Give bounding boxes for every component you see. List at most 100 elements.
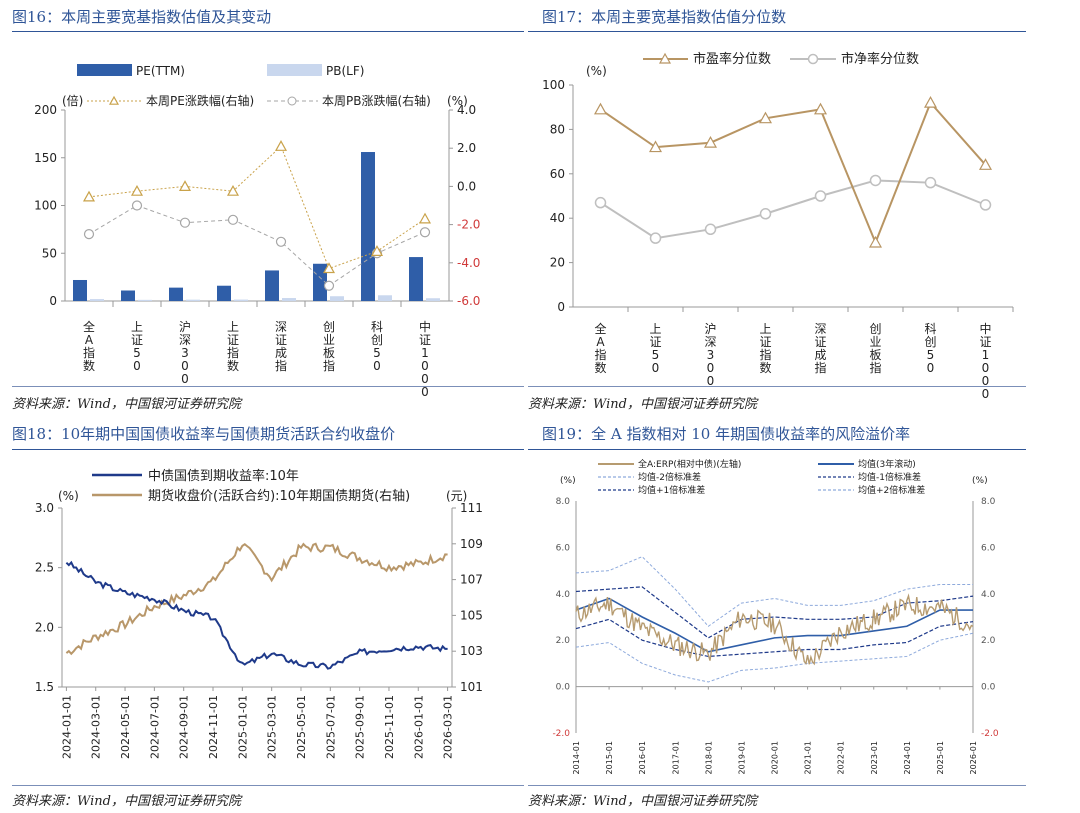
x-tick-label: 2025-01-01: [236, 695, 249, 759]
x-category-label-char: 成: [275, 346, 287, 360]
x-category-label-char: 3: [181, 346, 189, 360]
legend-pe-swatch: [77, 64, 132, 76]
x-category-label-char: 数: [594, 360, 606, 375]
x-category-label-char: 0: [421, 359, 429, 373]
x-category-label-char: 0: [982, 374, 990, 388]
x-category-label-char: 5: [652, 348, 660, 362]
x-category-label-char: 全: [83, 319, 95, 334]
right-tick-label: 0.0: [981, 683, 996, 693]
figure-18-panel: 图18：10年期中国国债收益率与国债期货活跃合约收盘价 中债国债到期收益率:10…: [12, 418, 524, 813]
figure-17-title-rule: [528, 31, 1026, 32]
pe-quantile-point: [813, 102, 828, 115]
pe-bar: [361, 152, 375, 301]
pe-quantile-point: [593, 102, 608, 115]
x-category-label-char: 上: [759, 322, 771, 336]
y-tick-label: 60: [550, 167, 565, 181]
x-category-label-char: 成: [814, 348, 826, 362]
figure-19-panel: 图19：全 A 指数相对 10 年期国债收益率的风险溢价率 全A:ERP(相对中…: [528, 418, 1026, 813]
pb-quantile-point: [869, 174, 882, 187]
right-tick-label: 4.0: [457, 103, 476, 117]
mean-line: [575, 597, 973, 653]
x-tick-label: 2024-01: [903, 741, 912, 774]
figure-16-chart: PE(TTM) PB(LF) (倍) 本周PE涨跌幅(右轴) 本周PB涨跌幅(右轴) (%…: [34, 64, 480, 399]
x-tick-label: 2024-11-01: [207, 695, 220, 759]
figure-19-bottom-rule: [528, 785, 1026, 786]
pb-bar: [90, 299, 104, 301]
x-tick-label: 2025-05-01: [295, 695, 308, 759]
x-category-label-char: 中: [419, 319, 431, 334]
legend-label: 均值-1倍标准差: [858, 471, 921, 483]
x-tick-label: 2025-11-01: [383, 695, 396, 759]
x-category-label-char: 深: [275, 320, 287, 334]
right-tick-label: 105: [460, 608, 483, 622]
x-category-label-char: 0: [421, 372, 429, 386]
pb-change-point: [131, 200, 143, 211]
x-category-label-char: 板: [869, 348, 881, 362]
x-category-label-char: 证: [227, 333, 239, 347]
left-tick-label: 4.0: [556, 590, 571, 600]
right-axis-unit: (%): [972, 476, 988, 486]
x-tick-label: 2026-01: [969, 741, 978, 774]
bond-yield-line: [65, 560, 448, 670]
left-tick-label: 0.0: [556, 683, 571, 693]
x-category-label-char: 科: [924, 322, 936, 336]
right-tick-label: -2.0: [981, 729, 999, 739]
pe-quantile-point: [923, 96, 938, 108]
figure-16-panel: 图16：本周主要宽基指数估值及其变动 PE(TTM) PB(LF) (倍) 本周PE涨…: [12, 0, 524, 413]
figure-19-source: 资料来源：Wind，中国银河证券研究院: [528, 794, 757, 809]
x-category-label-char: 指: [759, 347, 771, 362]
x-category-label-char: 创: [371, 333, 383, 347]
x-category-label-char: 0: [707, 361, 715, 375]
x-tick-label: 2024-01-01: [60, 695, 73, 759]
x-tick-label: 2024-09-01: [178, 695, 191, 759]
legend-pb-chg-marker: [287, 96, 297, 106]
figure-18-title: 图18：10年期中国国债收益率与国债期货活跃合约收盘价: [12, 425, 396, 443]
x-tick-label: 2020-01: [771, 741, 780, 774]
pe-change-point: [82, 190, 96, 202]
right-tick-label: -4.0: [457, 256, 480, 270]
pb-quantile-point: [814, 190, 827, 202]
x-tick-label: 2014-01: [572, 741, 581, 774]
pb-bar: [378, 295, 392, 301]
legend-label: 均值+2倍标准差: [858, 484, 925, 496]
left-tick-label: 6.0: [556, 543, 571, 553]
x-tick-label: 2015-01: [605, 741, 614, 774]
figure-17-source: 资料来源：Wind，中国银河证券研究院: [528, 397, 757, 412]
x-category-label-char: 1: [421, 346, 429, 360]
left-tick-label: 3.0: [35, 501, 54, 515]
pe-change-line: [88, 145, 426, 270]
left-tick-label: 100: [34, 199, 57, 213]
x-category-label-char: 上: [131, 320, 143, 334]
x-category-label-char: A: [596, 335, 605, 349]
left-tick-label: 200: [34, 103, 57, 117]
figure-17-bottom-rule: [528, 386, 1026, 387]
x-category-label-char: 证: [649, 335, 661, 349]
x-tick-label: 2017-01: [671, 741, 680, 774]
pe-change-point: [322, 262, 336, 274]
pb-quantile-point: [759, 208, 772, 220]
pb-bar: [186, 299, 200, 301]
right-tick-label: 6.0: [981, 543, 996, 553]
y-tick-label: 20: [550, 256, 565, 270]
pe-change-point: [370, 245, 384, 256]
legend-pb-chg-label: 本周PB涨跌幅(右轴): [322, 93, 431, 108]
pe-bar: [217, 285, 231, 301]
figure-19-title: 图19：全 A 指数相对 10 年期国债收益率的风险溢价率: [542, 425, 911, 443]
pe-quantile-line: [599, 100, 987, 246]
pe-bar: [169, 287, 183, 301]
x-category-label-char: 沪: [704, 322, 716, 336]
x-category-label-char: 3: [707, 348, 715, 362]
x-category-label-char: 5: [133, 346, 141, 360]
x-category-label-char: 业: [323, 333, 335, 347]
x-category-label-char: 0: [927, 361, 935, 375]
x-category-label-char: 深: [179, 333, 191, 347]
x-category-label-char: 0: [982, 361, 990, 375]
pb-quantile-point: [649, 232, 662, 244]
legend-pb-quantile-label: 市净率分位数: [841, 51, 919, 67]
left-tick-label: 150: [34, 151, 57, 165]
figure-18-title-rule: [12, 449, 524, 450]
x-category-label-char: 全: [594, 321, 606, 336]
left-tick-label: 0: [49, 294, 57, 308]
x-category-label-char: 数: [227, 358, 239, 373]
